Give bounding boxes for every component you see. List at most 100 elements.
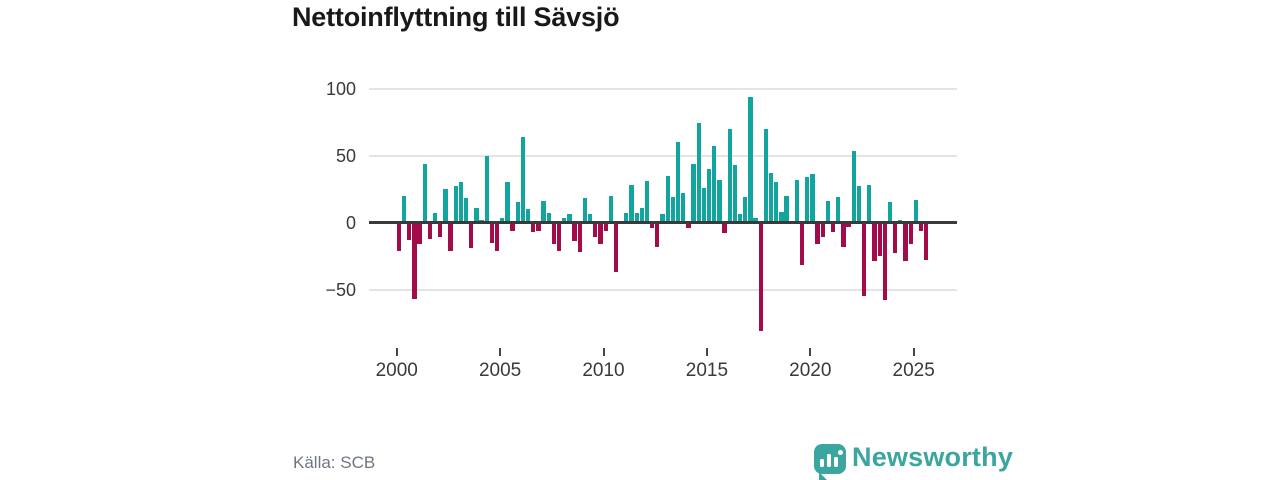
bar <box>727 128 732 223</box>
bar <box>846 222 851 227</box>
bar <box>696 123 701 223</box>
bar <box>655 222 660 247</box>
bar <box>407 222 412 240</box>
bar <box>805 176 810 223</box>
bar <box>893 222 898 254</box>
x-tick <box>395 348 398 356</box>
bar <box>851 151 856 223</box>
bar <box>650 222 655 228</box>
bar <box>608 195 613 223</box>
bar <box>531 222 536 232</box>
bar <box>758 222 763 332</box>
bar <box>463 198 469 223</box>
x-tick <box>602 348 605 356</box>
source-caption: Källa: SCB <box>293 453 376 472</box>
bar <box>505 182 510 223</box>
bar <box>717 179 722 223</box>
bar <box>556 222 562 251</box>
bar <box>779 211 784 223</box>
bar <box>722 222 727 234</box>
bar <box>675 142 681 223</box>
bar <box>665 175 670 223</box>
bar <box>443 189 448 223</box>
newsworthy-logo-tail <box>819 472 828 480</box>
bar <box>681 193 686 223</box>
bar <box>551 222 557 244</box>
bar <box>815 222 820 244</box>
bar <box>732 164 738 223</box>
bar <box>784 195 789 223</box>
newsworthy-logo-text: Newsworthy <box>852 442 1014 472</box>
bar <box>768 172 774 223</box>
bar <box>810 174 815 223</box>
bar <box>427 222 433 239</box>
bar <box>577 222 582 252</box>
bar <box>582 198 588 223</box>
logo-exclamation-dot <box>838 450 843 455</box>
bar <box>417 222 422 244</box>
bar <box>562 218 567 223</box>
y-axis-label: 0 <box>345 212 356 233</box>
bar <box>862 222 867 297</box>
bar <box>510 222 515 231</box>
bar <box>593 222 598 238</box>
bar <box>448 222 453 251</box>
x-tick <box>705 348 708 356</box>
x-axis-label: 2005 <box>478 360 522 381</box>
newsworthy-logo: Newsworthy <box>814 442 1074 480</box>
bar <box>867 184 872 223</box>
bar <box>825 201 831 223</box>
bar <box>525 209 531 223</box>
logo-chart-bar <box>827 454 831 467</box>
bar <box>639 207 644 223</box>
bar <box>820 222 825 238</box>
bar <box>474 207 479 223</box>
bar <box>587 214 593 223</box>
bar <box>856 186 862 223</box>
bar <box>743 197 748 223</box>
bar <box>494 222 500 251</box>
bar <box>794 179 800 223</box>
zero-axis-line <box>369 221 957 224</box>
x-tick <box>809 348 812 356</box>
bar <box>438 222 443 238</box>
bar <box>877 222 882 256</box>
bar <box>918 222 924 231</box>
bar <box>701 187 707 223</box>
y-axis-label: −50 <box>325 279 356 300</box>
x-axis-label: 2025 <box>892 360 935 381</box>
bar <box>706 168 712 223</box>
bar <box>422 163 427 223</box>
bar <box>458 182 464 223</box>
bar <box>613 222 619 273</box>
bar <box>598 222 603 244</box>
bar <box>686 222 691 228</box>
bar <box>903 222 908 262</box>
bar <box>799 222 805 266</box>
x-axis-label: 2010 <box>582 360 625 381</box>
bar <box>536 222 541 231</box>
gridline <box>369 87 957 90</box>
x-tick <box>499 348 502 356</box>
bar <box>401 195 407 223</box>
plot-area: 2000 2005 2010 2015 2020 2025 <box>369 70 957 381</box>
bar <box>412 222 417 299</box>
logo-chart-bar <box>834 457 838 467</box>
x-axis-label: 2000 <box>375 360 418 381</box>
bar <box>872 222 877 262</box>
bar <box>913 199 918 223</box>
bar <box>484 155 489 223</box>
bar <box>541 201 546 223</box>
bar <box>908 222 913 244</box>
bar <box>634 213 639 223</box>
bar <box>841 222 846 247</box>
bar <box>453 186 458 223</box>
bar <box>753 218 758 223</box>
bar <box>737 214 743 223</box>
bar <box>500 218 505 223</box>
gridline <box>369 154 957 157</box>
bar <box>830 222 836 232</box>
bar <box>396 222 401 251</box>
bar <box>567 214 572 223</box>
